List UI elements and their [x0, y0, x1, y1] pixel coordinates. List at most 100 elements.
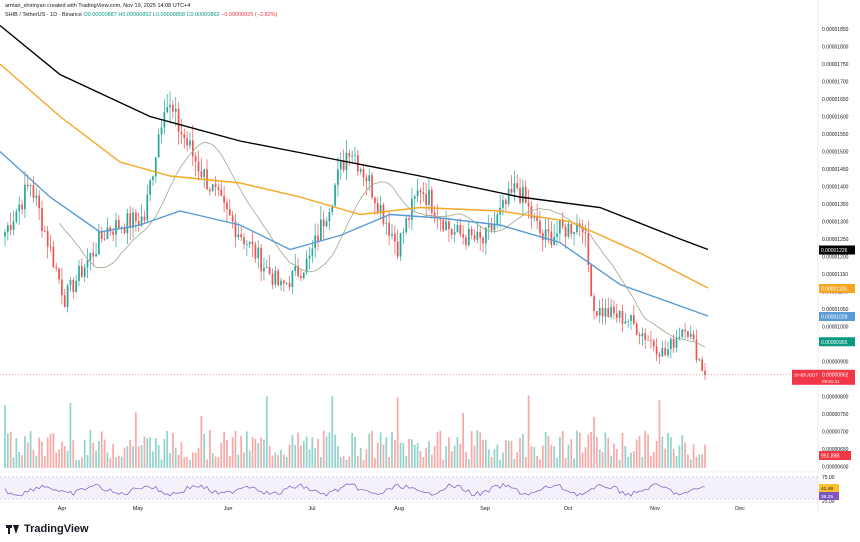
candle-body: [15, 211, 18, 222]
volume-bar: [129, 439, 132, 468]
candle-body: [18, 204, 21, 212]
candle-body: [197, 161, 200, 172]
candle-body: [80, 266, 83, 277]
ticker-label: SHIBUSDT: [794, 372, 818, 378]
candle-body: [550, 231, 553, 246]
candle-body: [237, 234, 240, 238]
candle-body: [43, 231, 46, 232]
volume-bar: [223, 431, 225, 468]
candle-body: [385, 222, 388, 224]
rsi-value-label: 41.48: [821, 486, 833, 492]
candle-body: [123, 227, 126, 234]
volume-bar: [334, 434, 336, 468]
volume-bar: [428, 441, 430, 468]
volume-bar: [314, 448, 317, 468]
ma-value-label-bg: [819, 284, 855, 293]
volume-bar: [581, 452, 584, 468]
volume-bar: [533, 447, 536, 468]
candle-body: [339, 160, 342, 170]
y-tick-label: 0.00001650: [822, 97, 849, 103]
candle-body: [687, 331, 689, 337]
volume-bar: [564, 457, 567, 468]
candle-body: [655, 346, 658, 355]
candle-body: [311, 248, 314, 256]
volume-bar: [166, 431, 169, 468]
volume-bar: [462, 412, 464, 468]
candle-body: [633, 315, 635, 324]
y-tick-label: 0.00001550: [822, 132, 849, 138]
candle-body: [644, 333, 647, 340]
volume-bar: [490, 456, 493, 468]
volume-bar: [376, 442, 379, 468]
volume-bar: [43, 455, 46, 468]
volume-bar: [413, 444, 416, 468]
tradingview-logo[interactable]: TradingView: [6, 523, 89, 535]
candle-body: [559, 220, 561, 234]
candle-body: [408, 218, 410, 220]
candle-body: [704, 370, 706, 375]
candle-body: [698, 359, 701, 361]
candle-body: [382, 204, 385, 224]
volume-bar: [95, 450, 97, 468]
volume-bar: [627, 456, 630, 468]
current-price-label-bg: [792, 369, 855, 385]
candle-body: [684, 329, 686, 332]
volume-bar: [297, 432, 299, 468]
candle-body: [49, 246, 52, 248]
volume-bar: [391, 432, 393, 468]
volume-bar: [485, 439, 487, 468]
volume-bar: [473, 445, 476, 468]
volume-bar: [325, 436, 328, 468]
candle-body: [117, 219, 120, 229]
volume-bar: [570, 439, 573, 468]
candle-body: [55, 267, 58, 269]
volume-bar: [519, 437, 521, 468]
candle-body: [325, 221, 328, 227]
volume-bar: [49, 434, 52, 468]
candle-body: [157, 134, 160, 158]
candle-body: [183, 134, 186, 139]
volume-bar: [83, 439, 86, 468]
y-tick-label: 0.00001050: [822, 307, 849, 313]
candle-body: [322, 219, 325, 227]
candle-body: [604, 308, 607, 317]
candle-body: [254, 244, 257, 259]
candle-body: [439, 218, 442, 220]
volume-bar: [100, 431, 103, 468]
volume-bar: [530, 446, 533, 468]
y-tick-label: 0.00001450: [822, 167, 849, 173]
volume-bar: [610, 455, 612, 468]
candle-body: [288, 283, 291, 288]
volume-bar: [405, 455, 408, 468]
candle-body: [140, 216, 143, 226]
candle-body: [627, 320, 630, 322]
volume-bar: [664, 448, 667, 468]
volume-bar: [41, 441, 43, 468]
candle-body: [590, 264, 593, 297]
volume-bar: [63, 446, 66, 468]
volume-bar: [78, 459, 80, 468]
y-tick-label: 0.00001800: [822, 45, 849, 51]
volume-bar: [72, 440, 75, 468]
volume-bar: [177, 454, 180, 468]
rsi-tick-label: 25.00: [822, 499, 835, 505]
volume-bar: [576, 430, 578, 468]
candle-body: [399, 232, 402, 257]
volume-bar: [206, 459, 208, 468]
volume-bar: [200, 415, 203, 468]
volume-bar: [445, 445, 447, 468]
candle-body: [203, 169, 206, 177]
volume-bar: [240, 436, 243, 468]
candle-body: [274, 270, 277, 285]
volume-bar: [456, 436, 459, 468]
candle-body: [376, 203, 379, 214]
candle-body: [86, 260, 89, 268]
volume-bar: [522, 433, 524, 468]
candle-body: [103, 239, 106, 240]
candle-body: [581, 226, 584, 233]
volume-bar: [425, 447, 427, 468]
x-tick-label: Jul: [308, 506, 315, 512]
candle-body: [672, 338, 675, 348]
volume-bar: [9, 431, 12, 468]
